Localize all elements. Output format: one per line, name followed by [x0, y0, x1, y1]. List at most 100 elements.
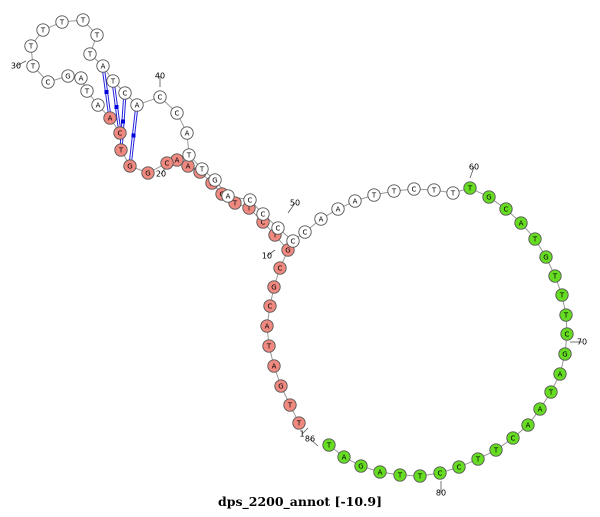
nucleotide-29[interactable]: G — [61, 69, 75, 83]
nucleotide-56[interactable]: A — [348, 194, 362, 208]
nucleotide-28[interactable]: A — [74, 71, 88, 85]
nucleotide-circle[interactable] — [36, 23, 50, 37]
nucleotide-5[interactable]: T — [262, 339, 276, 353]
nucleotide-circle[interactable] — [548, 269, 562, 283]
nucleotide-circle[interactable] — [433, 466, 447, 480]
nucleotide-circle[interactable] — [96, 59, 110, 73]
nucleotide-circle[interactable] — [274, 379, 288, 393]
nucleotide-8[interactable]: G — [267, 280, 281, 294]
nucleotide-58[interactable]: T — [387, 184, 401, 198]
nucleotide-50[interactable]: C — [256, 207, 270, 221]
nucleotide-71[interactable]: C — [560, 327, 574, 341]
nucleotide-43[interactable]: C — [170, 106, 184, 120]
nucleotide-circle[interactable] — [114, 143, 128, 157]
nucleotide-20[interactable]: C — [160, 156, 174, 170]
nucleotide-21[interactable]: G — [141, 166, 155, 180]
nucleotide-48[interactable]: A — [221, 189, 235, 203]
nucleotide-circle[interactable] — [427, 183, 441, 197]
nucleotide-circle[interactable] — [76, 13, 90, 27]
nucleotide-1[interactable]: T — [292, 416, 306, 430]
nucleotide-circle[interactable] — [506, 431, 520, 445]
nucleotide-85[interactable]: G — [354, 459, 368, 473]
nucleotide-circle[interactable] — [354, 459, 368, 473]
nucleotide-22[interactable]: G — [123, 159, 137, 173]
nucleotide-circle[interactable] — [118, 86, 132, 100]
nucleotide-57[interactable]: T — [367, 188, 381, 202]
nucleotide-68[interactable]: T — [548, 269, 562, 283]
nucleotide-circle[interactable] — [286, 234, 300, 248]
nucleotide-41[interactable]: A — [130, 98, 144, 112]
nucleotide-circle[interactable] — [267, 280, 281, 294]
nucleotide-circle[interactable] — [452, 460, 466, 474]
nucleotide-2[interactable]: T — [283, 398, 297, 412]
nucleotide-84[interactable]: A — [373, 465, 387, 479]
nucleotide-86[interactable]: A — [337, 450, 351, 464]
nucleotide-51[interactable]: C — [271, 221, 285, 235]
nucleotide-circle[interactable] — [170, 106, 184, 120]
nucleotide-circle[interactable] — [256, 207, 270, 221]
nucleotide-75[interactable]: A — [533, 402, 547, 416]
nucleotide-circle[interactable] — [221, 189, 235, 203]
nucleotide-circle[interactable] — [195, 162, 209, 176]
nucleotide-circle[interactable] — [267, 359, 281, 373]
nucleotide-circle[interactable] — [160, 156, 174, 170]
nucleotide-82[interactable]: T — [413, 469, 427, 483]
nucleotide-circle[interactable] — [413, 469, 427, 483]
nucleotide-61[interactable]: T — [446, 186, 460, 200]
nucleotide-9[interactable]: C — [273, 261, 287, 275]
nucleotide-circle[interactable] — [559, 308, 573, 322]
nucleotide-circle[interactable] — [314, 212, 328, 226]
nucleotide-69[interactable]: T — [555, 288, 569, 302]
nucleotide-59[interactable]: C — [407, 182, 421, 196]
nucleotide-46[interactable]: T — [195, 162, 209, 176]
nucleotide-25[interactable]: A — [103, 111, 117, 125]
nucleotide-circle[interactable] — [141, 166, 155, 180]
nucleotide-60[interactable]: T — [427, 183, 441, 197]
nucleotide-circle[interactable] — [407, 182, 421, 196]
nucleotide-circle[interactable] — [24, 39, 38, 53]
nucleotide-circle[interactable] — [482, 190, 496, 204]
nucleotide-45[interactable]: T — [182, 148, 196, 162]
nucleotide-3[interactable]: G — [274, 379, 288, 393]
nucleotide-circle[interactable] — [387, 184, 401, 198]
nucleotide-circle[interactable] — [271, 221, 285, 235]
nucleotide-circle[interactable] — [393, 468, 407, 482]
nucleotide-40[interactable]: C — [118, 86, 132, 100]
nucleotide-circle[interactable] — [558, 347, 572, 361]
nucleotide-87[interactable]: T — [322, 438, 336, 452]
nucleotide-67[interactable]: G — [539, 250, 553, 264]
nucleotide-31[interactable]: T — [26, 59, 40, 73]
nucleotide-81[interactable]: C — [433, 466, 447, 480]
nucleotide-circle[interactable] — [83, 47, 97, 61]
nucleotide-circle[interactable] — [331, 202, 345, 216]
nucleotide-circle[interactable] — [283, 398, 297, 412]
nucleotide-circle[interactable] — [521, 418, 535, 432]
nucleotide-circle[interactable] — [446, 186, 460, 200]
nucleotide-79[interactable]: T — [471, 452, 485, 466]
nucleotide-77[interactable]: C — [506, 431, 520, 445]
nucleotide-26[interactable]: A — [91, 98, 105, 112]
nucleotide-23[interactable]: T — [114, 143, 128, 157]
nucleotide-circle[interactable] — [560, 327, 574, 341]
nucleotide-circle[interactable] — [553, 367, 567, 381]
nucleotide-54[interactable]: A — [314, 212, 328, 226]
nucleotide-circle[interactable] — [373, 465, 387, 479]
nucleotide-24[interactable]: C — [113, 126, 127, 140]
nucleotide-33[interactable]: T — [36, 23, 50, 37]
nucleotide-37[interactable]: T — [83, 47, 97, 61]
nucleotide-35[interactable]: T — [76, 13, 90, 27]
nucleotide-circle[interactable] — [61, 69, 75, 83]
nucleotide-circle[interactable] — [208, 173, 222, 187]
nucleotide-circle[interactable] — [471, 452, 485, 466]
nucleotide-circle[interactable] — [130, 98, 144, 112]
nucleotide-64[interactable]: C — [499, 202, 513, 216]
nucleotide-circle[interactable] — [273, 261, 287, 275]
nucleotide-circle[interactable] — [533, 402, 547, 416]
nucleotide-circle[interactable] — [489, 443, 503, 457]
nucleotide-circle[interactable] — [41, 75, 55, 89]
nucleotide-70[interactable]: T — [559, 308, 573, 322]
nucleotide-72[interactable]: G — [558, 347, 572, 361]
nucleotide-62[interactable]: T — [463, 181, 477, 195]
nucleotide-circle[interactable] — [55, 15, 69, 29]
nucleotide-circle[interactable] — [90, 28, 104, 42]
